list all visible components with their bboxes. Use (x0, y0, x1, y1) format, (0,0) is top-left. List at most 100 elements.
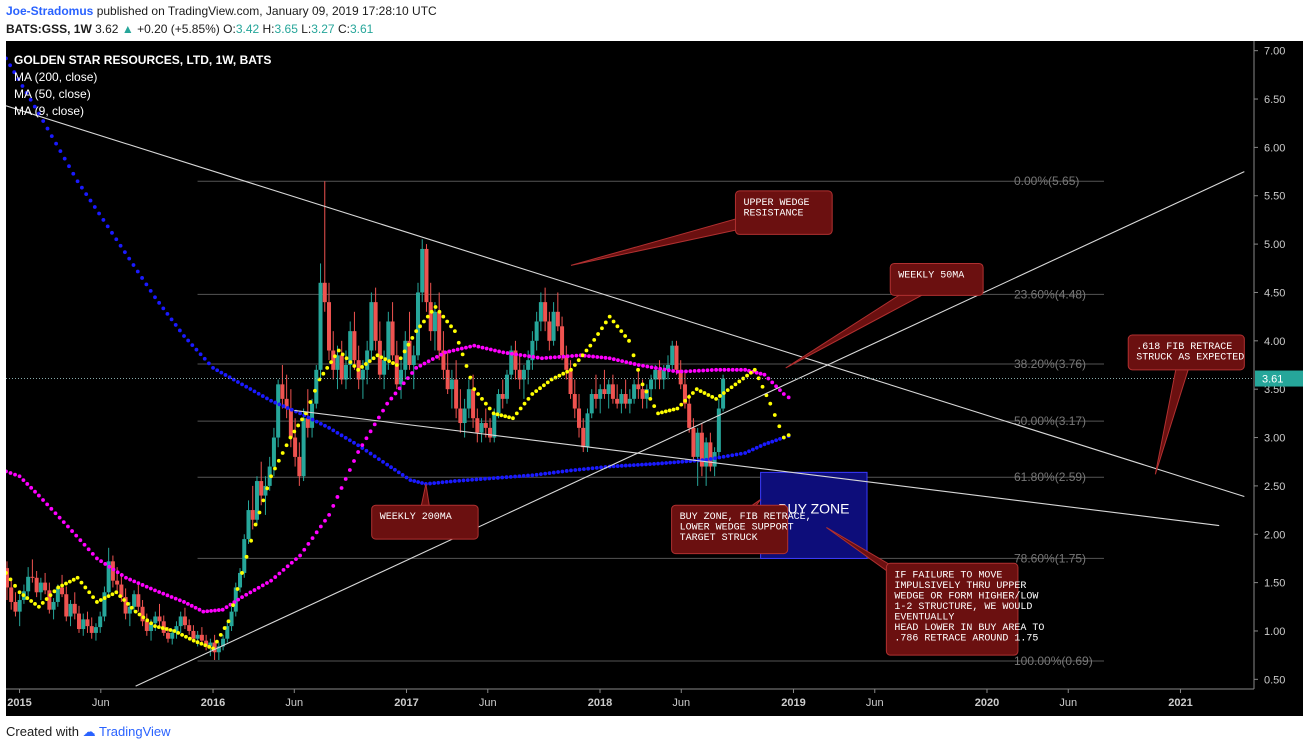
candle-body (339, 355, 344, 380)
ma200-point (495, 475, 500, 480)
legend-ma200[interactable]: MA (200, close) (14, 70, 98, 84)
tradingview-logo-icon[interactable]: ☁ (82, 724, 96, 739)
ma9-point (768, 401, 773, 406)
candle-body (195, 634, 200, 639)
candle-body (589, 394, 594, 414)
legend-ma9[interactable]: MA (9, close) (14, 104, 85, 118)
time-tick-label: 2017 (394, 697, 418, 709)
candle-body (301, 418, 306, 477)
price-tick-label: 4.00 (1264, 336, 1285, 348)
ma200-point (118, 243, 123, 248)
ma50-point (99, 559, 103, 564)
candle-body (415, 292, 420, 356)
ma9-point (631, 353, 636, 358)
ma9-point (522, 401, 527, 406)
ma9-point (623, 334, 628, 338)
ma200-point (28, 97, 33, 102)
time-tick-label: 2021 (1168, 697, 1192, 709)
ma9-point (321, 371, 326, 376)
candle-body (437, 311, 442, 351)
annotation-text: .786 RETRACE AROUND 1.75 (894, 633, 1038, 644)
ma200-point (169, 317, 174, 322)
ma9-point (772, 413, 777, 417)
ma50-point (443, 350, 448, 355)
price-tick-label: 2.50 (1264, 481, 1285, 493)
ma200-point (734, 452, 739, 457)
candle-body (407, 340, 412, 365)
candle-body (327, 302, 332, 351)
price-tick-label: 4.50 (1264, 287, 1285, 299)
ma200-point (599, 465, 603, 470)
ma200-point (664, 461, 669, 465)
ma9-point (308, 400, 313, 404)
price-chart[interactable]: 0.00%(5.65) 23.60%(4.48) 38.20%(3.76) 50.00… (6, 41, 1303, 716)
ma200-point (457, 478, 462, 483)
ma9-point (137, 612, 142, 617)
ma9-point (75, 575, 80, 580)
ma9-point (348, 360, 353, 364)
ma200-point (611, 464, 616, 469)
ma50-point (240, 595, 244, 600)
ma9-point (344, 356, 349, 361)
ma50-point (464, 345, 468, 350)
legend-ma50[interactable]: MA (50, close) (14, 87, 91, 101)
ma9-point (64, 581, 68, 586)
ma9-point (611, 319, 616, 324)
candle-body (636, 384, 641, 390)
ma50-point (599, 355, 604, 360)
ma200-point (248, 387, 253, 391)
candle-body (93, 627, 98, 633)
ma9-point (418, 324, 422, 329)
candle-body (632, 384, 637, 399)
ma9-point (491, 411, 496, 416)
candle-body (644, 389, 649, 399)
ma50-point (688, 369, 693, 374)
candle-body (64, 594, 69, 617)
ma50-point (603, 355, 608, 360)
candle-body (390, 321, 395, 356)
ma9-point (760, 384, 765, 389)
ma200-point (513, 474, 517, 479)
ma200-point (223, 373, 228, 377)
ma50-point (318, 524, 323, 529)
ma50-point (45, 502, 50, 507)
ma9-point (456, 340, 461, 345)
candle-body (348, 331, 353, 365)
ma50-point (544, 356, 549, 360)
ma9-point (425, 314, 430, 319)
ma50-point (671, 369, 676, 373)
ma50-point (662, 367, 667, 372)
annotation-text: WEEKLY 200MA (380, 512, 452, 523)
candle-body (182, 616, 187, 626)
ma9-point (687, 395, 691, 399)
ma9-point (596, 332, 600, 336)
tradingview-brand[interactable]: TradingView (99, 724, 171, 739)
ma200-point (573, 468, 578, 472)
chart-frame[interactable]: 0.00%(5.65) 23.60%(4.48) 38.20%(3.76) 50.00… (6, 41, 1303, 716)
ma200-point (770, 439, 775, 444)
author-link[interactable]: Joe-Stradomus (6, 4, 94, 18)
ma50-point (548, 355, 553, 360)
ma50-point (514, 352, 519, 357)
ma200-point (135, 269, 140, 274)
ma200-point (265, 396, 269, 401)
ma200-point (444, 479, 449, 484)
candle-body (238, 572, 243, 588)
ma200-point (564, 469, 569, 473)
ma50-point (497, 349, 502, 354)
candle-body (526, 360, 531, 370)
ma50-point (224, 605, 229, 610)
candle-body (68, 603, 73, 617)
candle-body (666, 365, 671, 370)
ma9-point (371, 356, 376, 361)
ma50-point (289, 560, 294, 565)
candle-body (568, 369, 573, 395)
ma9-point (6, 571, 8, 575)
ma200-point (114, 237, 119, 242)
candle-body (187, 625, 192, 631)
ma50-point (153, 588, 157, 593)
ma9-point (226, 619, 231, 624)
ma200-point (530, 473, 535, 478)
last-price-badge-label: 3.61 (1262, 374, 1283, 386)
ma50-point (49, 506, 54, 511)
